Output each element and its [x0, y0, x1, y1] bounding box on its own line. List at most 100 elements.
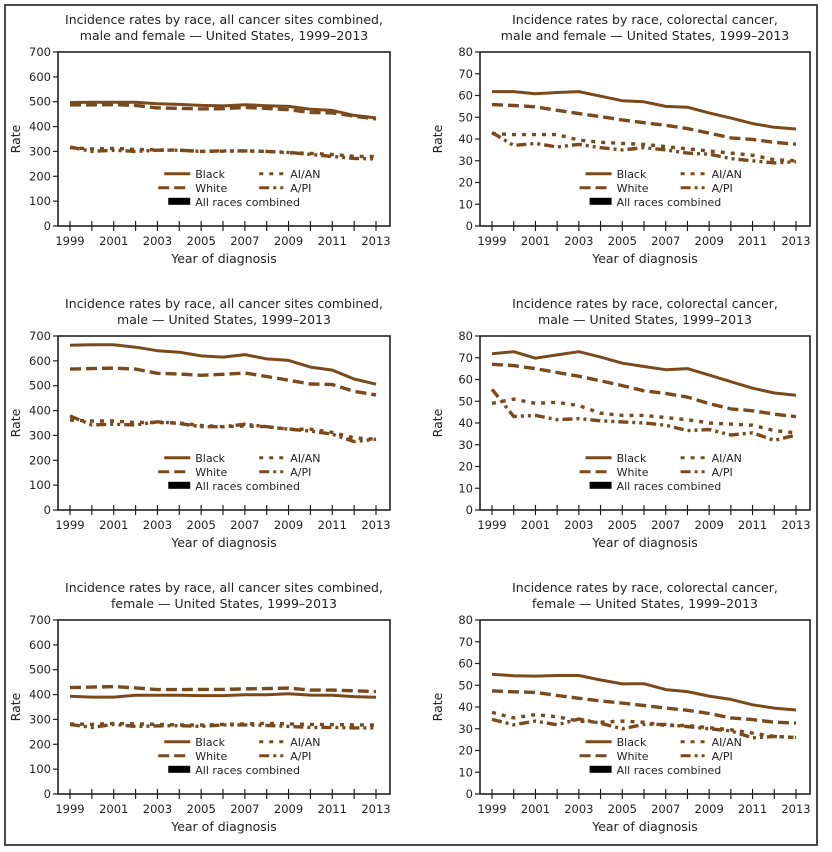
y-tick-label: 70	[458, 351, 473, 365]
legend-label-all: All races combined	[617, 764, 722, 777]
chart-title-line: Incidence rates by race, colorectal canc…	[512, 12, 778, 27]
y-tick-label: 0	[44, 219, 51, 233]
y-tick-label: 300	[29, 428, 51, 442]
legend-label-aian: AI/AN	[290, 452, 320, 465]
x-axis-title: Year of diagnosis	[591, 251, 698, 266]
x-tick-label: 2011	[738, 802, 767, 816]
legend-label-white: White	[195, 750, 227, 763]
y-tick-label: 200	[29, 453, 51, 467]
x-tick-label: 2003	[143, 802, 172, 816]
y-tick-label: 40	[458, 416, 473, 430]
x-tick-label: 2001	[99, 802, 128, 816]
chart-panel-6: Incidence rates by race, colorectal canc…	[430, 580, 811, 834]
legend-label-aian: AI/AN	[712, 168, 742, 181]
chart-panel-1: Incidence rates by race, all cancer site…	[8, 12, 391, 266]
x-tick-label: 2011	[738, 234, 767, 248]
x-tick-label: 2009	[695, 518, 724, 532]
y-tick-label: 500	[29, 95, 51, 109]
legend-label-black: Black	[617, 452, 647, 465]
x-tick-label: 2013	[361, 802, 390, 816]
y-tick-label: 30	[458, 438, 473, 452]
y-tick-label: 30	[458, 154, 473, 168]
x-tick-label: 2011	[318, 802, 347, 816]
x-axis-title: Year of diagnosis	[591, 535, 698, 550]
y-tick-label: 300	[29, 712, 51, 726]
y-tick-label: 500	[29, 663, 51, 677]
series-line-aian	[69, 721, 376, 727]
legend-label-api: A/PI	[290, 182, 311, 195]
x-tick-label: 2013	[361, 518, 390, 532]
series-line-white	[70, 102, 377, 121]
x-axis-title: Year of diagnosis	[591, 819, 698, 834]
chart-title-line: male and female — United States, 1999–20…	[80, 28, 368, 43]
x-axis-title: Year of diagnosis	[170, 535, 277, 550]
y-tick-label: 100	[29, 762, 51, 776]
series-line-aian	[69, 418, 377, 441]
y-tick-label: 60	[458, 373, 473, 387]
chart-title-line: male and female — United States, 1999–20…	[501, 28, 789, 43]
y-tick-label: 600	[29, 70, 51, 84]
y-tick-label: 200	[29, 169, 51, 183]
y-tick-label: 100	[29, 478, 51, 492]
series-line-white	[491, 362, 797, 419]
x-tick-label: 1999	[55, 802, 84, 816]
plot-area-border	[57, 51, 391, 227]
x-tick-label: 2007	[651, 518, 680, 532]
legend-swatch-all	[589, 765, 612, 773]
x-tick-label: 2007	[651, 234, 680, 248]
x-tick-label: 2009	[274, 234, 303, 248]
legend-label-all: All races combined	[195, 196, 300, 209]
chart-title-line: male — United States, 1999–2013	[538, 312, 752, 327]
x-tick-label: 2013	[361, 234, 390, 248]
y-tick-label: 0	[466, 219, 473, 233]
x-tick-label: 2001	[99, 234, 128, 248]
y-tick-label: 10	[458, 765, 473, 779]
x-tick-label: 2009	[274, 802, 303, 816]
series-line-white	[491, 102, 797, 146]
series-line-black	[491, 350, 797, 397]
x-tick-label: 2007	[651, 802, 680, 816]
y-tick-label: 50	[458, 678, 473, 692]
y-axis-title: Rate	[8, 692, 23, 721]
x-tick-label: 2011	[738, 518, 767, 532]
x-tick-label: 2005	[608, 518, 637, 532]
x-tick-label: 2005	[187, 802, 216, 816]
legend-label-all: All races combined	[195, 764, 300, 777]
y-axis-title: Rate	[8, 124, 23, 153]
x-tick-label: 2013	[781, 234, 810, 248]
legend-label-api: A/PI	[712, 466, 733, 479]
y-tick-label: 700	[29, 45, 51, 59]
series-line-api	[69, 414, 377, 444]
y-tick-label: 40	[458, 700, 473, 714]
y-axis-title: Rate	[430, 692, 445, 721]
legend-label-aian: AI/AN	[712, 452, 742, 465]
x-tick-label: 2007	[230, 234, 259, 248]
y-tick-label: 20	[458, 460, 473, 474]
chart-panel-3: Incidence rates by race, all cancer site…	[8, 296, 391, 550]
x-tick-label: 1999	[55, 234, 84, 248]
legend-label-black: Black	[195, 168, 225, 181]
y-tick-label: 50	[458, 394, 473, 408]
x-tick-label: 2001	[99, 518, 128, 532]
y-tick-label: 50	[458, 110, 473, 124]
legend-label-white: White	[617, 182, 649, 195]
series-line-api	[491, 717, 797, 740]
x-tick-label: 1999	[55, 518, 84, 532]
x-tick-label: 2003	[143, 518, 172, 532]
y-tick-label: 200	[29, 737, 51, 751]
x-tick-label: 2001	[521, 234, 550, 248]
legend-swatch-all	[168, 481, 191, 489]
chart-title-line: Incidence rates by race, all cancer site…	[65, 296, 383, 311]
y-tick-label: 300	[29, 144, 51, 158]
series-line-aian	[69, 146, 376, 159]
y-axis-title: Rate	[430, 408, 445, 437]
y-tick-label: 600	[29, 354, 51, 368]
y-tick-label: 20	[458, 744, 473, 758]
y-tick-label: 10	[458, 197, 473, 211]
y-tick-label: 400	[29, 688, 51, 702]
